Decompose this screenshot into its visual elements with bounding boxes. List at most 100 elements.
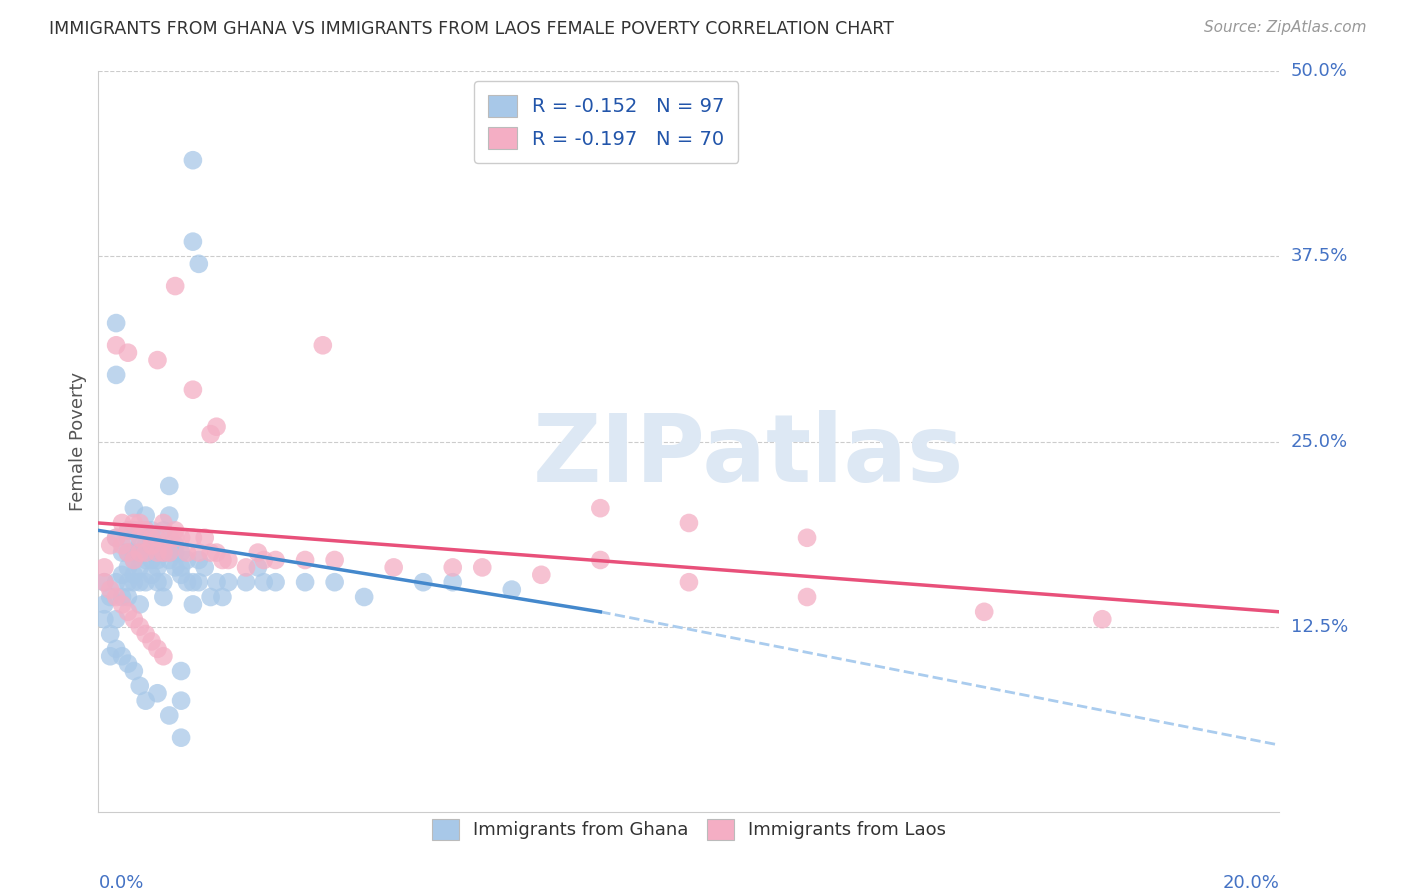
Point	[105, 612, 128, 626]
Point	[117, 524, 139, 538]
Point	[194, 560, 217, 574]
Point	[141, 531, 163, 545]
Point	[441, 575, 464, 590]
Point	[122, 575, 145, 590]
Point	[187, 257, 209, 271]
Point	[117, 590, 139, 604]
Point	[253, 575, 276, 590]
Point	[105, 641, 128, 656]
Point	[146, 686, 169, 700]
Point	[170, 560, 193, 574]
Point	[200, 546, 222, 560]
Point	[165, 279, 187, 293]
Point	[128, 546, 150, 560]
Point	[157, 479, 180, 493]
Point	[253, 553, 276, 567]
Point	[157, 508, 180, 523]
Point	[135, 524, 157, 538]
Point	[141, 553, 163, 567]
Point	[135, 575, 157, 590]
Point	[152, 590, 174, 604]
Point	[128, 516, 150, 530]
Point	[105, 575, 128, 590]
Point	[111, 567, 134, 582]
Point	[152, 516, 174, 530]
Point	[146, 575, 169, 590]
Point	[157, 546, 180, 560]
Point	[135, 627, 157, 641]
Point	[589, 501, 612, 516]
Point	[165, 531, 187, 545]
Point	[796, 531, 818, 545]
Text: 50.0%: 50.0%	[1291, 62, 1347, 80]
Point	[176, 575, 198, 590]
Point	[246, 546, 269, 560]
Point	[152, 575, 174, 590]
Point	[235, 560, 257, 574]
Point	[105, 531, 128, 545]
Point	[135, 546, 157, 560]
Point	[122, 553, 145, 567]
Point	[117, 560, 139, 574]
Point	[194, 531, 217, 545]
Point	[141, 538, 163, 552]
Point	[246, 560, 269, 574]
Point	[117, 575, 139, 590]
Point	[1091, 612, 1114, 626]
Point	[146, 538, 169, 552]
Point	[146, 560, 169, 574]
Point	[93, 612, 115, 626]
Point	[165, 524, 187, 538]
Point	[152, 546, 174, 560]
Point	[382, 560, 405, 574]
Point	[117, 546, 139, 560]
Text: 12.5%: 12.5%	[1291, 617, 1348, 636]
Text: ZIPatlas: ZIPatlas	[533, 410, 963, 502]
Text: IMMIGRANTS FROM GHANA VS IMMIGRANTS FROM LAOS FEMALE POVERTY CORRELATION CHART: IMMIGRANTS FROM GHANA VS IMMIGRANTS FROM…	[49, 20, 894, 37]
Point	[181, 383, 204, 397]
Point	[105, 338, 128, 352]
Point	[128, 679, 150, 693]
Point	[211, 590, 233, 604]
Point	[141, 531, 163, 545]
Point	[128, 531, 150, 545]
Point	[105, 368, 128, 382]
Point	[152, 524, 174, 538]
Point	[128, 598, 150, 612]
Point	[135, 694, 157, 708]
Point	[93, 560, 115, 574]
Point	[678, 516, 700, 530]
Text: 20.0%: 20.0%	[1223, 874, 1279, 892]
Text: 25.0%: 25.0%	[1291, 433, 1348, 450]
Point	[128, 546, 150, 560]
Point	[181, 153, 204, 168]
Point	[117, 345, 139, 359]
Point	[135, 553, 157, 567]
Point	[117, 524, 139, 538]
Y-axis label: Female Poverty: Female Poverty	[69, 372, 87, 511]
Point	[117, 605, 139, 619]
Legend: Immigrants from Ghana, Immigrants from Laos: Immigrants from Ghana, Immigrants from L…	[425, 812, 953, 847]
Point	[93, 575, 115, 590]
Point	[98, 582, 121, 597]
Point	[973, 605, 995, 619]
Point	[200, 427, 222, 442]
Point	[128, 575, 150, 590]
Point	[176, 546, 198, 560]
Point	[353, 590, 375, 604]
Point	[217, 553, 239, 567]
Point	[678, 575, 700, 590]
Point	[181, 531, 204, 545]
Point	[294, 575, 316, 590]
Point	[141, 567, 163, 582]
Point	[796, 590, 818, 604]
Point	[264, 553, 287, 567]
Point	[111, 516, 134, 530]
Point	[98, 590, 121, 604]
Point	[122, 524, 145, 538]
Point	[105, 590, 128, 604]
Point	[165, 560, 187, 574]
Point	[111, 649, 134, 664]
Point	[187, 553, 209, 567]
Point	[205, 546, 228, 560]
